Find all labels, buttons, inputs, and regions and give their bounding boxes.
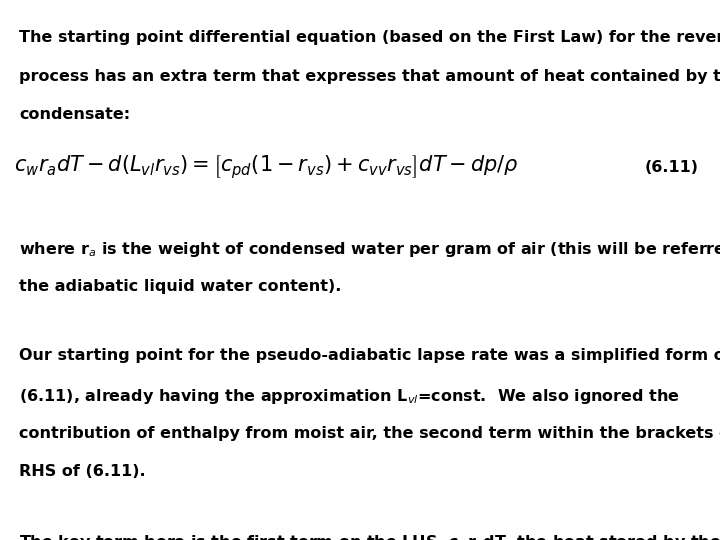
- Text: process has an extra term that expresses that amount of heat contained by the: process has an extra term that expresses…: [19, 69, 720, 84]
- Text: (6.11), already having the approximation L$_{vl}$=const.  We also ignored the: (6.11), already having the approximation…: [19, 387, 680, 406]
- Text: (6.11): (6.11): [644, 160, 698, 175]
- Text: condensate:: condensate:: [19, 107, 130, 123]
- Text: $c_w r_a dT - d(L_{vl}r_{vs}) = \left[c_{pd}(1-r_{vs}) + c_{vv}r_{vs}\right]dT -: $c_w r_a dT - d(L_{vl}r_{vs}) = \left[c_…: [14, 154, 519, 181]
- Text: The starting point differential equation (based on the First Law) for the revers: The starting point differential equation…: [19, 30, 720, 45]
- Text: contribution of enthalpy from moist air, the second term within the brackets on : contribution of enthalpy from moist air,…: [19, 426, 720, 441]
- Text: Our starting point for the pseudo-adiabatic lapse rate was a simplified form of: Our starting point for the pseudo-adiaba…: [19, 348, 720, 363]
- Text: RHS of (6.11).: RHS of (6.11).: [19, 464, 146, 480]
- Text: where r$_a$ is the weight of condensed water per gram of air (this will be refer: where r$_a$ is the weight of condensed w…: [19, 240, 720, 259]
- Text: The key term here is the first term on the LHS, c$_w$r$_a$dT, the heat stored by: The key term here is the first term on t…: [19, 533, 720, 540]
- Text: the adiabatic liquid water content).: the adiabatic liquid water content).: [19, 279, 342, 294]
